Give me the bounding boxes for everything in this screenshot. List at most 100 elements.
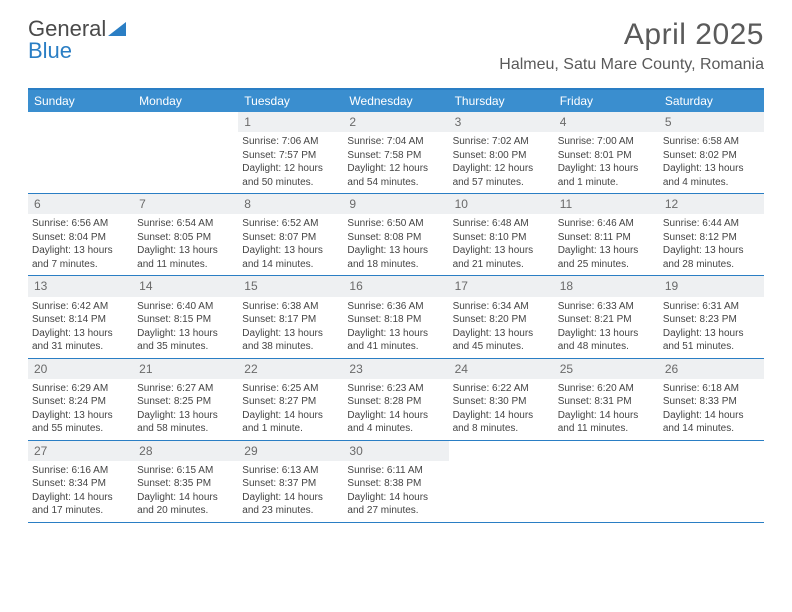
week-row: 6Sunrise: 6:56 AMSunset: 8:04 PMDaylight… (28, 194, 764, 276)
sunrise-text: Sunrise: 6:11 AM (347, 464, 444, 478)
daylight1-text: Daylight: 13 hours (663, 244, 760, 258)
day-cell: . (28, 112, 133, 193)
day-cell: 22 Sunrise: 6:25 AMSunset: 8:27 PMDayligh… (238, 359, 343, 440)
sunset-text: Sunset: 8:38 PM (347, 477, 444, 491)
daylight2-text: and 48 minutes. (558, 340, 655, 354)
sunrise-text: Sunrise: 6:52 AM (242, 217, 339, 231)
day-number: 24 (449, 359, 554, 379)
day-number: 25 (554, 359, 659, 379)
day-number: 8 (238, 194, 343, 214)
daylight1-text: Daylight: 14 hours (242, 409, 339, 423)
daylight2-text: and 38 minutes. (242, 340, 339, 354)
daylight1-text: Daylight: 12 hours (347, 162, 444, 176)
sunrise-text: Sunrise: 6:23 AM (347, 382, 444, 396)
sunset-text: Sunset: 8:27 PM (242, 395, 339, 409)
daylight1-text: Daylight: 13 hours (663, 162, 760, 176)
sunrise-text: Sunrise: 6:16 AM (32, 464, 129, 478)
day-cell: . (659, 441, 764, 522)
daylight2-text: and 58 minutes. (137, 422, 234, 436)
day-number: 18 (554, 276, 659, 296)
sunset-text: Sunset: 7:58 PM (347, 149, 444, 163)
day-cell: 19Sunrise: 6:31 AMSunset: 8:23 PMDayligh… (659, 276, 764, 357)
week-row: 13Sunrise: 6:42 AMSunset: 8:14 PMDayligh… (28, 276, 764, 358)
sunrise-text: Sunrise: 6:25 AM (242, 382, 339, 396)
daylight2-text: and 23 minutes. (242, 504, 339, 518)
sunset-text: Sunset: 8:07 PM (242, 231, 339, 245)
sunset-text: Sunset: 8:28 PM (347, 395, 444, 409)
day-cell: 11Sunrise: 6:46 AMSunset: 8:11 PMDayligh… (554, 194, 659, 275)
sunset-text: Sunset: 7:57 PM (242, 149, 339, 163)
daylight2-text: and 7 minutes. (32, 258, 129, 272)
day-number: 29 (238, 441, 343, 461)
daylight2-text: and 11 minutes. (558, 422, 655, 436)
sunrise-text: Sunrise: 7:04 AM (347, 135, 444, 149)
sunrise-text: Sunrise: 6:31 AM (663, 300, 760, 314)
daylight2-text: and 25 minutes. (558, 258, 655, 272)
logo-word2: Blue (28, 38, 72, 63)
daylight1-text: Daylight: 13 hours (558, 244, 655, 258)
day-cell: 12Sunrise: 6:44 AMSunset: 8:12 PMDayligh… (659, 194, 764, 275)
day-number: 28 (133, 441, 238, 461)
sunset-text: Sunset: 8:12 PM (663, 231, 760, 245)
daylight1-text: Daylight: 13 hours (347, 244, 444, 258)
sunrise-text: Sunrise: 6:42 AM (32, 300, 129, 314)
daylight2-text: and 14 minutes. (663, 422, 760, 436)
daylight1-text: Daylight: 13 hours (137, 327, 234, 341)
day-number: 13 (28, 276, 133, 296)
day-cell: 20Sunrise: 6:29 AMSunset: 8:24 PMDayligh… (28, 359, 133, 440)
day-cell: 23Sunrise: 6:23 AMSunset: 8:28 PMDayligh… (343, 359, 448, 440)
day-cell: 5Sunrise: 6:58 AMSunset: 8:02 PMDaylight… (659, 112, 764, 193)
daylight1-text: Daylight: 12 hours (242, 162, 339, 176)
daylight2-text: and 50 minutes. (242, 176, 339, 190)
day-cell: 17Sunrise: 6:34 AMSunset: 8:20 PMDayligh… (449, 276, 554, 357)
day-cell: . (554, 441, 659, 522)
day-cell: 25Sunrise: 6:20 AMSunset: 8:31 PMDayligh… (554, 359, 659, 440)
daylight1-text: Daylight: 14 hours (347, 409, 444, 423)
daylight1-text: Daylight: 14 hours (242, 491, 339, 505)
daylight2-text: and 41 minutes. (347, 340, 444, 354)
daylight1-text: Daylight: 13 hours (558, 162, 655, 176)
daylight2-text: and 17 minutes. (32, 504, 129, 518)
daylight2-text: and 55 minutes. (32, 422, 129, 436)
day-number: 14 (133, 276, 238, 296)
daylight1-text: Daylight: 13 hours (32, 409, 129, 423)
weekday-header: Monday (133, 90, 238, 112)
daylight1-text: Daylight: 13 hours (347, 327, 444, 341)
calendar: SundayMondayTuesdayWednesdayThursdayFrid… (28, 88, 764, 523)
day-cell: 7Sunrise: 6:54 AMSunset: 8:05 PMDaylight… (133, 194, 238, 275)
sunset-text: Sunset: 8:04 PM (32, 231, 129, 245)
sunrise-text: Sunrise: 6:33 AM (558, 300, 655, 314)
day-number: 21 (133, 359, 238, 379)
sunset-text: Sunset: 8:23 PM (663, 313, 760, 327)
sunset-text: Sunset: 8:34 PM (32, 477, 129, 491)
daylight1-text: Daylight: 14 hours (453, 409, 550, 423)
sunset-text: Sunset: 8:35 PM (137, 477, 234, 491)
daylight2-text: and 57 minutes. (453, 176, 550, 190)
day-number: 30 (343, 441, 448, 461)
daylight2-text: and 1 minute. (558, 176, 655, 190)
sunset-text: Sunset: 8:10 PM (453, 231, 550, 245)
sunrise-text: Sunrise: 6:40 AM (137, 300, 234, 314)
day-cell: 14Sunrise: 6:40 AMSunset: 8:15 PMDayligh… (133, 276, 238, 357)
daylight1-text: Daylight: 13 hours (663, 327, 760, 341)
daylight1-text: Daylight: 12 hours (453, 162, 550, 176)
day-number: 26 (659, 359, 764, 379)
day-number: 7 (133, 194, 238, 214)
daylight2-text: and 51 minutes. (663, 340, 760, 354)
sunset-text: Sunset: 8:01 PM (558, 149, 655, 163)
weeks-container: ..1Sunrise: 7:06 AMSunset: 7:57 PMDaylig… (28, 112, 764, 523)
sunrise-text: Sunrise: 6:15 AM (137, 464, 234, 478)
title-block: April 2025 Halmeu, Satu Mare County, Rom… (499, 18, 764, 74)
day-number: 22 (238, 359, 343, 379)
sunrise-text: Sunrise: 6:36 AM (347, 300, 444, 314)
sunrise-text: Sunrise: 6:18 AM (663, 382, 760, 396)
daylight2-text: and 28 minutes. (663, 258, 760, 272)
weekday-header: Wednesday (343, 90, 448, 112)
header: General Blue April 2025 Halmeu, Satu Mar… (0, 0, 792, 80)
daylight2-text: and 54 minutes. (347, 176, 444, 190)
day-cell: 26Sunrise: 6:18 AMSunset: 8:33 PMDayligh… (659, 359, 764, 440)
daylight2-text: and 27 minutes. (347, 504, 444, 518)
day-number: 17 (449, 276, 554, 296)
sunset-text: Sunset: 8:17 PM (242, 313, 339, 327)
day-cell: 8Sunrise: 6:52 AMSunset: 8:07 PMDaylight… (238, 194, 343, 275)
